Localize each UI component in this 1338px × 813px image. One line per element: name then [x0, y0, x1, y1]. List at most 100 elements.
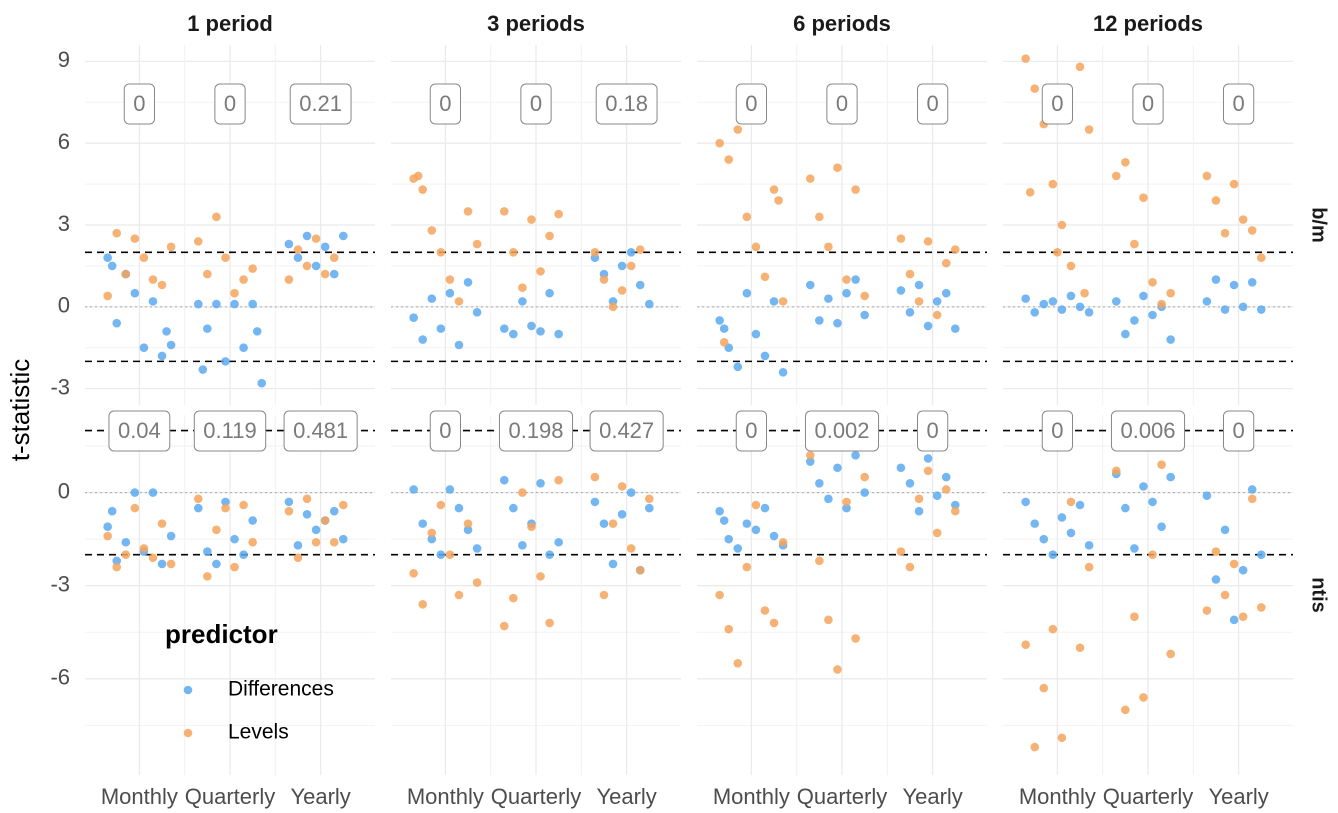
point	[1211, 196, 1221, 205]
point	[1025, 187, 1035, 197]
p-value-label: 0	[927, 91, 939, 116]
point	[851, 275, 860, 284]
point	[1121, 157, 1130, 167]
point	[905, 562, 915, 572]
point	[338, 231, 348, 241]
point	[733, 544, 743, 553]
p-value-label: 0.002	[814, 418, 869, 443]
point	[590, 497, 600, 507]
point	[626, 488, 636, 497]
point	[427, 534, 437, 544]
point	[1211, 275, 1221, 284]
point	[1121, 705, 1130, 715]
point	[914, 297, 924, 306]
point	[112, 556, 122, 566]
point	[1021, 294, 1030, 303]
point	[499, 324, 509, 333]
point	[545, 618, 554, 628]
point	[509, 503, 518, 513]
point	[1066, 291, 1076, 301]
point	[107, 261, 117, 271]
point	[1084, 307, 1094, 317]
point	[626, 261, 636, 271]
point	[778, 537, 788, 547]
point	[719, 516, 729, 525]
point	[121, 550, 131, 559]
point	[463, 519, 473, 528]
point	[1211, 547, 1221, 556]
point	[509, 329, 518, 339]
p-value-label: 0.119	[203, 418, 256, 443]
point	[427, 528, 437, 538]
point	[932, 491, 942, 500]
point	[230, 299, 239, 309]
legend-swatch	[183, 728, 193, 738]
point	[157, 280, 167, 290]
point	[824, 494, 833, 504]
point	[139, 343, 149, 353]
point	[148, 297, 158, 306]
p-value-label: 0.18	[605, 91, 648, 116]
point	[774, 196, 783, 205]
point	[554, 329, 563, 339]
point	[950, 500, 960, 510]
point	[545, 550, 554, 559]
point	[860, 488, 869, 497]
label-box	[283, 410, 358, 452]
point	[221, 503, 230, 513]
point	[302, 231, 312, 241]
legend-label: Differences	[228, 678, 334, 701]
label-box	[735, 83, 767, 125]
point	[724, 624, 734, 634]
point	[896, 547, 906, 556]
point	[1157, 460, 1166, 469]
point	[905, 478, 915, 488]
point	[824, 242, 833, 252]
point	[760, 503, 770, 513]
point	[599, 590, 609, 600]
point	[1057, 733, 1067, 743]
point	[463, 525, 473, 535]
point	[1130, 612, 1139, 622]
x-tick-label: Yearly	[596, 784, 656, 809]
point	[536, 327, 545, 336]
point	[914, 280, 924, 290]
point	[518, 283, 527, 293]
point	[815, 212, 824, 222]
point	[617, 482, 627, 491]
point	[842, 497, 851, 507]
point	[769, 297, 779, 306]
point	[742, 562, 752, 572]
point	[1030, 519, 1040, 528]
y-tick-label: 0	[58, 478, 70, 503]
y-tick-label: 9	[58, 47, 70, 72]
panel: 0 0 0	[697, 45, 987, 405]
point	[338, 534, 348, 544]
point	[103, 522, 112, 532]
point	[932, 528, 942, 538]
point	[329, 253, 339, 263]
y-tick-label: -6	[50, 665, 70, 690]
point	[1229, 559, 1239, 569]
point	[1139, 193, 1148, 203]
p-value-label: 0	[745, 91, 757, 116]
facet-title: 3 periods	[487, 11, 585, 36]
point	[103, 291, 112, 301]
point	[418, 335, 428, 344]
point	[499, 207, 509, 216]
point	[923, 466, 933, 476]
point	[715, 590, 724, 600]
x-tick-label: Monthly	[101, 784, 178, 809]
point	[203, 324, 212, 333]
point	[166, 559, 176, 569]
point	[1130, 239, 1139, 249]
point	[221, 497, 230, 507]
point	[833, 318, 842, 328]
point	[896, 286, 906, 295]
point	[157, 351, 167, 361]
point	[1202, 606, 1212, 615]
point	[203, 572, 212, 581]
point	[427, 294, 437, 303]
point	[445, 275, 455, 284]
label-box	[1041, 410, 1073, 452]
